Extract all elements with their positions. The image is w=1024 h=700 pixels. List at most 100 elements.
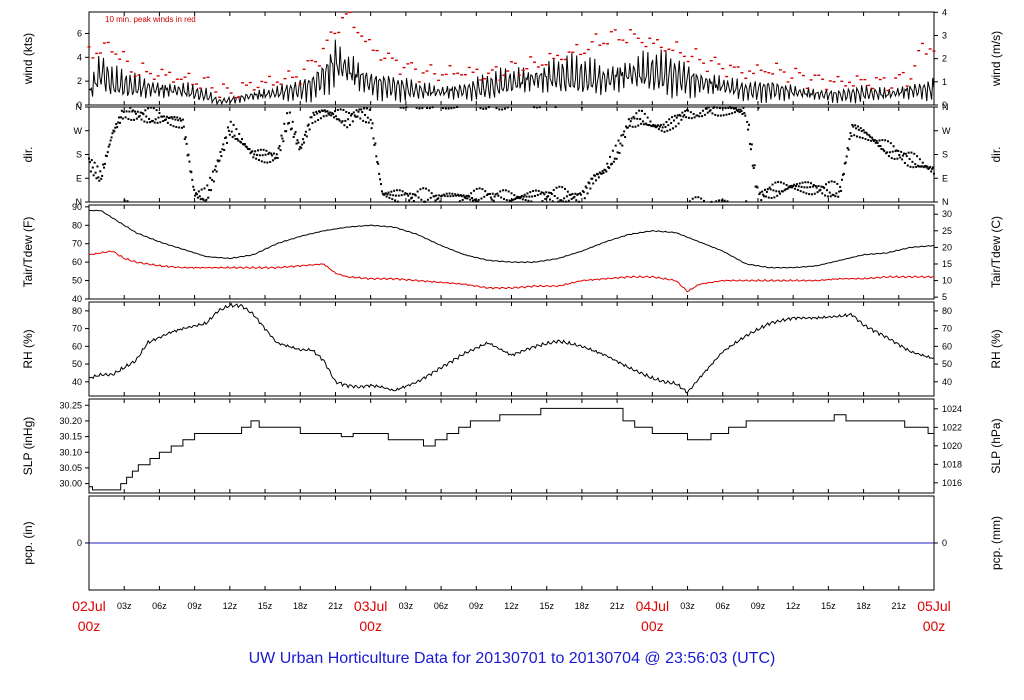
direction-point [95,177,98,180]
direction-point [833,180,836,183]
direction-point [561,186,564,189]
direction-point [293,133,296,136]
direction-point [190,171,193,174]
direction-point [510,192,513,195]
x-tick-label: 15z [821,601,836,611]
panel-frame [88,11,935,106]
direction-point [915,165,918,168]
direction-point [668,118,671,121]
direction-point [125,110,128,113]
direction-point [591,177,594,180]
direction-point [387,191,390,194]
direction-point [548,191,551,194]
direction-point [637,124,640,127]
direction-point [610,162,613,165]
direction-point [124,116,127,119]
direction-point [363,107,366,110]
direction-point [373,144,376,147]
direction-point [495,107,498,110]
direction-point [194,194,197,197]
y-tick-label-right: S [942,150,948,160]
direction-point [428,107,431,110]
direction-point [448,192,451,195]
direction-point [757,106,760,109]
direction-point [633,117,636,120]
direction-point [427,189,430,192]
direction-point [932,166,935,169]
direction-point [760,199,763,202]
direction-point [581,190,584,193]
direction-point [547,195,550,198]
direction-point [851,123,854,126]
direction-point [657,128,660,131]
direction-point [131,110,134,113]
direction-point [661,126,664,129]
direction-point [502,189,505,192]
direction-point [756,186,759,189]
x-tick-label-hour: 00z [78,618,101,634]
direction-point [100,177,103,180]
direction-point [859,127,862,130]
y-tick-label-right: W [942,126,951,136]
x-tick-label: 12z [223,601,238,611]
direction-point [602,171,605,174]
direction-point [282,140,285,143]
direction-point [609,155,612,158]
direction-point [656,124,659,127]
direction-point [384,192,387,195]
x-tick-label: 18z [575,601,590,611]
direction-point [907,151,910,154]
direction-point [390,190,393,193]
direction-point [177,119,180,122]
direction-point [346,126,349,129]
direction-point [878,139,881,142]
x-tick-label: 06z [434,601,449,611]
y-tick-label-left: 30.10 [59,447,82,457]
direction-point [477,198,480,201]
direction-point [625,125,628,128]
direction-point [641,120,644,123]
direction-point [666,129,669,132]
series-wind-speed [88,39,935,106]
direction-point [157,116,160,119]
direction-point [228,133,231,136]
direction-point [629,120,632,123]
direction-point [883,150,886,153]
direction-point [332,113,335,116]
direction-point [911,160,914,163]
direction-point [98,179,101,182]
direction-point [103,162,106,165]
direction-point [218,159,221,162]
x-tick-label: 21z [610,601,625,611]
direction-point [202,198,205,201]
direction-point [789,186,792,189]
direction-point [806,186,809,189]
direction-point [887,155,890,158]
direction-point [481,188,484,191]
direction-point [342,108,345,111]
direction-point [822,185,825,188]
direction-point [909,165,912,168]
series-air-temperature [88,209,935,269]
direction-point [154,118,157,121]
direction-point [592,182,595,185]
direction-point [266,161,269,164]
direction-point [164,118,167,121]
direction-point [800,185,803,188]
direction-point [141,112,144,115]
direction-point [401,190,404,193]
direction-point [784,188,787,191]
direction-point [161,115,164,118]
direction-point [564,200,567,203]
direction-point [262,148,265,151]
direction-point [303,141,306,144]
panel-frame [88,204,935,300]
direction-point [752,167,755,170]
y-axis-title-left: wind (kts) [21,33,35,85]
direction-point [192,185,195,188]
direction-point [793,183,796,186]
direction-point [424,200,427,203]
direction-point [687,109,690,112]
direction-point [608,167,611,170]
direction-point [569,193,572,196]
